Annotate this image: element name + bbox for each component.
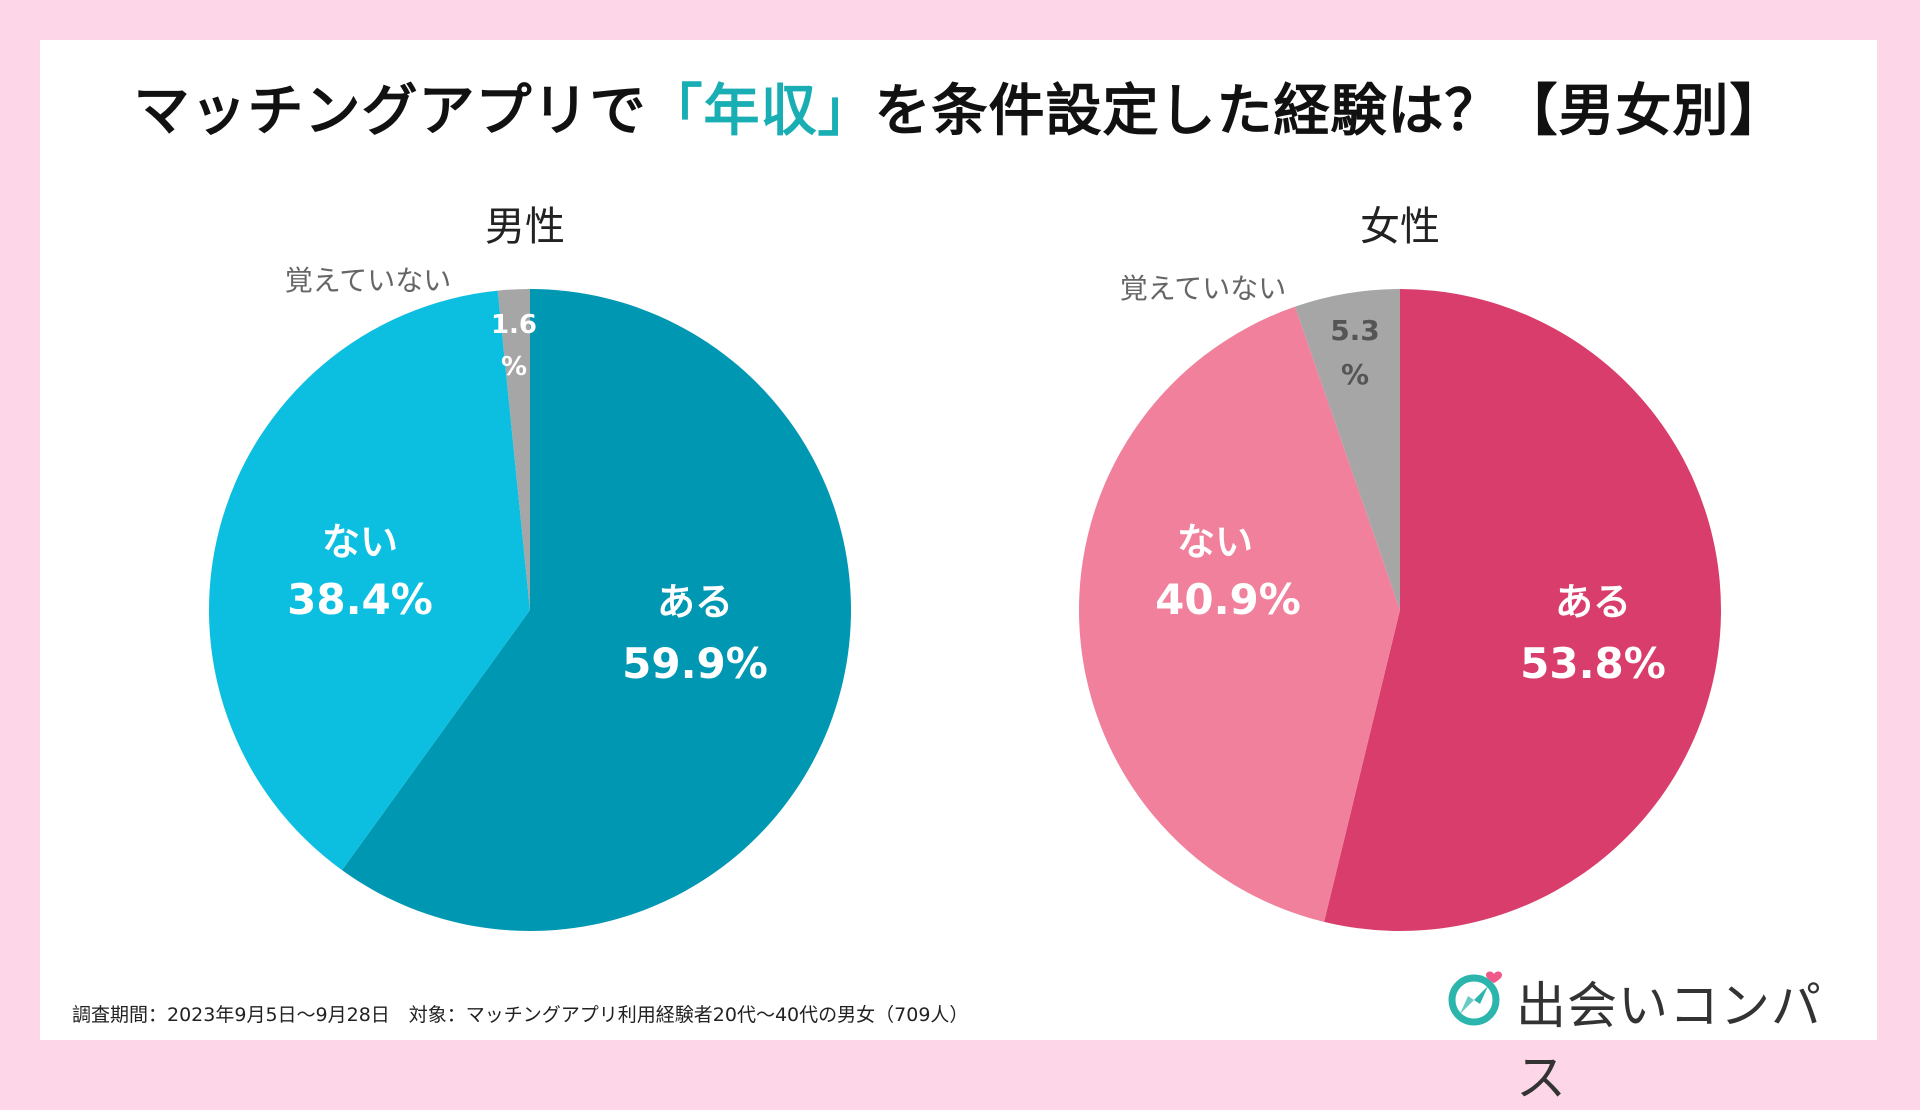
- page-title: マッチングアプリで「年収」を条件設定した経験は？【男女別】: [0, 66, 1920, 147]
- male-no-label: ない: [322, 520, 398, 564]
- female-slice-no: [1079, 306, 1400, 922]
- female-no-label: ない: [1177, 520, 1253, 564]
- female-pie: 女性 ある 53.8% ない 40.9% 5.3 % 覚えていない: [1079, 204, 1722, 931]
- compass-heart-icon: [1448, 971, 1502, 1026]
- title-prefix: マッチングアプリで: [133, 79, 647, 144]
- male-unknown-value-line1: 1.6: [491, 310, 537, 340]
- female-slice-unknown: [1295, 289, 1400, 610]
- female-slice-yes: [1324, 289, 1722, 931]
- brand-logo[interactable]: 出会いコンパス: [1444, 960, 1864, 1107]
- female-unknown-value-line2: %: [1341, 358, 1369, 391]
- male-slice-yes: [341, 289, 851, 932]
- brand-name: 出会いコンパス: [1516, 977, 1822, 1107]
- male-pie: 男性 ある 59.9% ない 38.4% 1.6 % 覚えていない: [208, 204, 851, 932]
- female-pie-title: 女性: [1360, 204, 1440, 250]
- female-no-value: 40.9%: [1155, 575, 1301, 624]
- female-yes-value: 53.8%: [1520, 639, 1666, 688]
- male-yes-value: 59.9%: [622, 639, 768, 688]
- male-pie-title: 男性: [485, 204, 565, 250]
- male-yes-label: ある: [657, 580, 733, 624]
- female-yes-label: ある: [1555, 580, 1631, 624]
- title-suffix: を条件設定した経験は？【男女別】: [874, 79, 1787, 144]
- survey-footnote: 調査期間：2023年9月5日〜9月28日 対象：マッチングアプリ利用経験者20代…: [72, 1004, 969, 1026]
- male-unknown-label: 覚えていない: [285, 264, 452, 297]
- title-highlight: 「年収」: [646, 79, 875, 144]
- male-slice-no: [208, 290, 530, 871]
- pie-charts: 男性 ある 59.9% ない 38.4% 1.6 % 覚えていない 女性 ある …: [208, 204, 1722, 932]
- female-unknown-label: 覚えていない: [1120, 272, 1287, 305]
- female-unknown-value-line1: 5.3: [1330, 314, 1380, 347]
- male-slice-unknown: [497, 289, 530, 610]
- male-no-value: 38.4%: [287, 575, 433, 624]
- male-unknown-value-line2: %: [501, 352, 527, 382]
